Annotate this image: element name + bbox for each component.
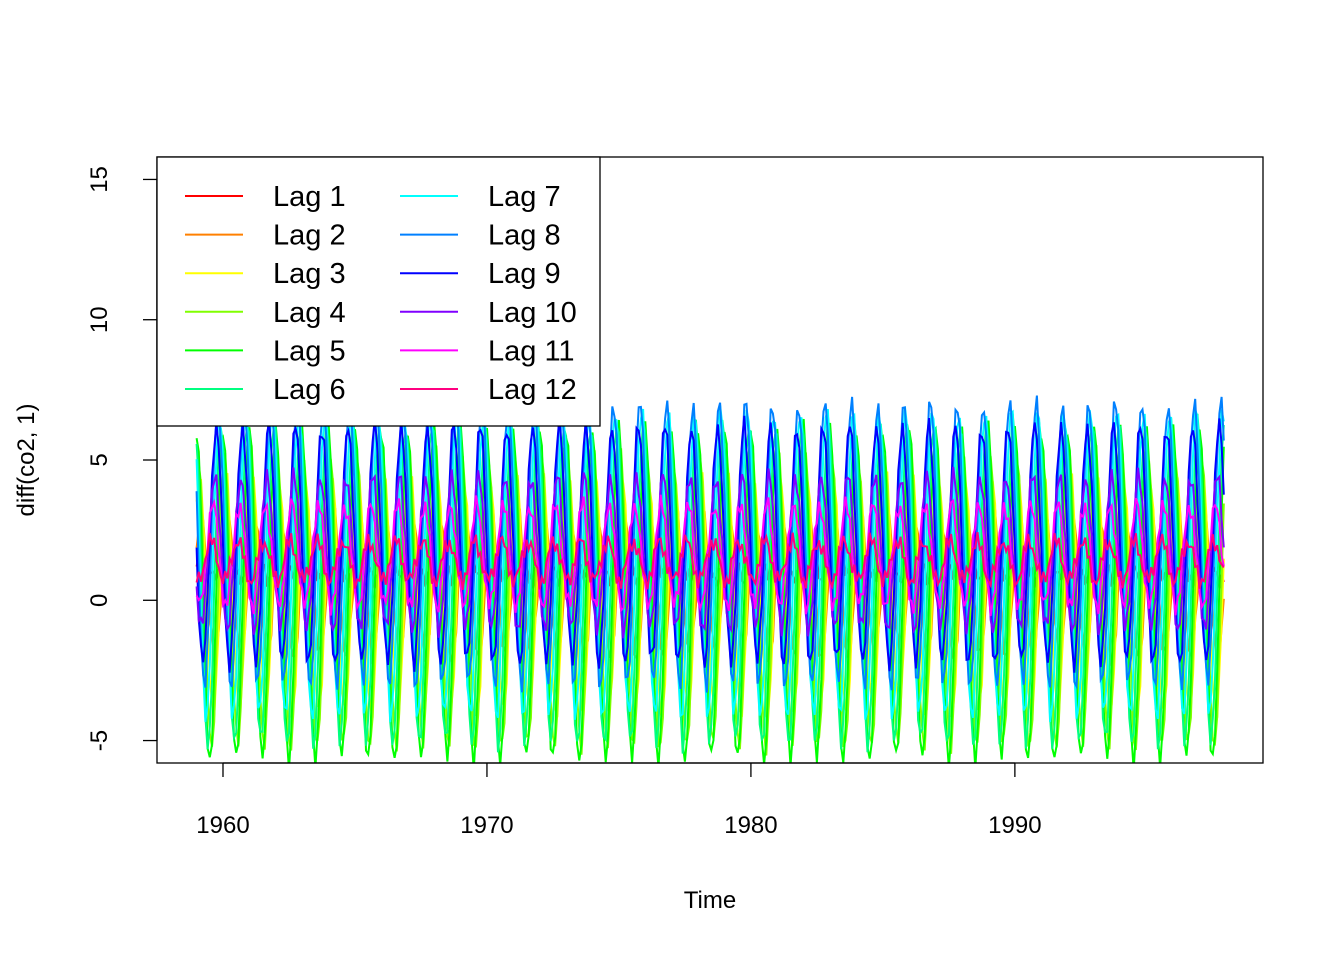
legend-label: Lag 11 xyxy=(488,335,575,367)
y-tick-label: 15 xyxy=(86,166,113,193)
axes-layer: 1960 1970 1980 1990 -5 0 5 10 15 xyxy=(86,166,1042,839)
legend-label: Lag 1 xyxy=(273,181,346,213)
series-layer xyxy=(195,395,1225,763)
legend-label: Lag 7 xyxy=(488,181,561,213)
legend-box xyxy=(156,156,601,427)
y-tick-label: -5 xyxy=(86,730,113,751)
series-line-lag-12 xyxy=(195,531,1225,591)
legend-label: Lag 2 xyxy=(273,220,346,252)
series-line-lag-5 xyxy=(195,418,1225,763)
y-axis-title: diff(co2, 1) xyxy=(13,404,40,517)
x-tick-label: 1960 xyxy=(196,812,249,839)
x-tick-label: 1990 xyxy=(988,812,1041,839)
x-axis-title: Time xyxy=(684,887,736,914)
y-tick-label: 0 xyxy=(86,594,113,607)
series-line-lag-9 xyxy=(195,415,1225,673)
series-line-lag-8 xyxy=(195,395,1225,693)
legend-label: Lag 9 xyxy=(488,258,561,290)
legend-label: Lag 10 xyxy=(488,297,577,329)
x-tick-label: 1980 xyxy=(724,812,777,839)
series-line-lag-7 xyxy=(195,405,1225,723)
x-tick-label: 1970 xyxy=(460,812,513,839)
y-tick-label: 10 xyxy=(86,306,113,333)
series-line-lag-6 xyxy=(195,413,1225,754)
legend-label: Lag 5 xyxy=(273,335,346,367)
legend: Lag 1 Lag 2 Lag 3 Lag 4 Lag 5 Lag 6 Lag 7 Lag 8… xyxy=(156,156,601,427)
legend-label: Lag 8 xyxy=(488,220,561,252)
legend-label: Lag 12 xyxy=(488,374,577,406)
legend-label: Lag 6 xyxy=(273,374,346,406)
legend-label: Lag 4 xyxy=(273,297,346,329)
legend-label: Lag 3 xyxy=(273,258,346,290)
y-tick-label: 5 xyxy=(86,453,113,466)
